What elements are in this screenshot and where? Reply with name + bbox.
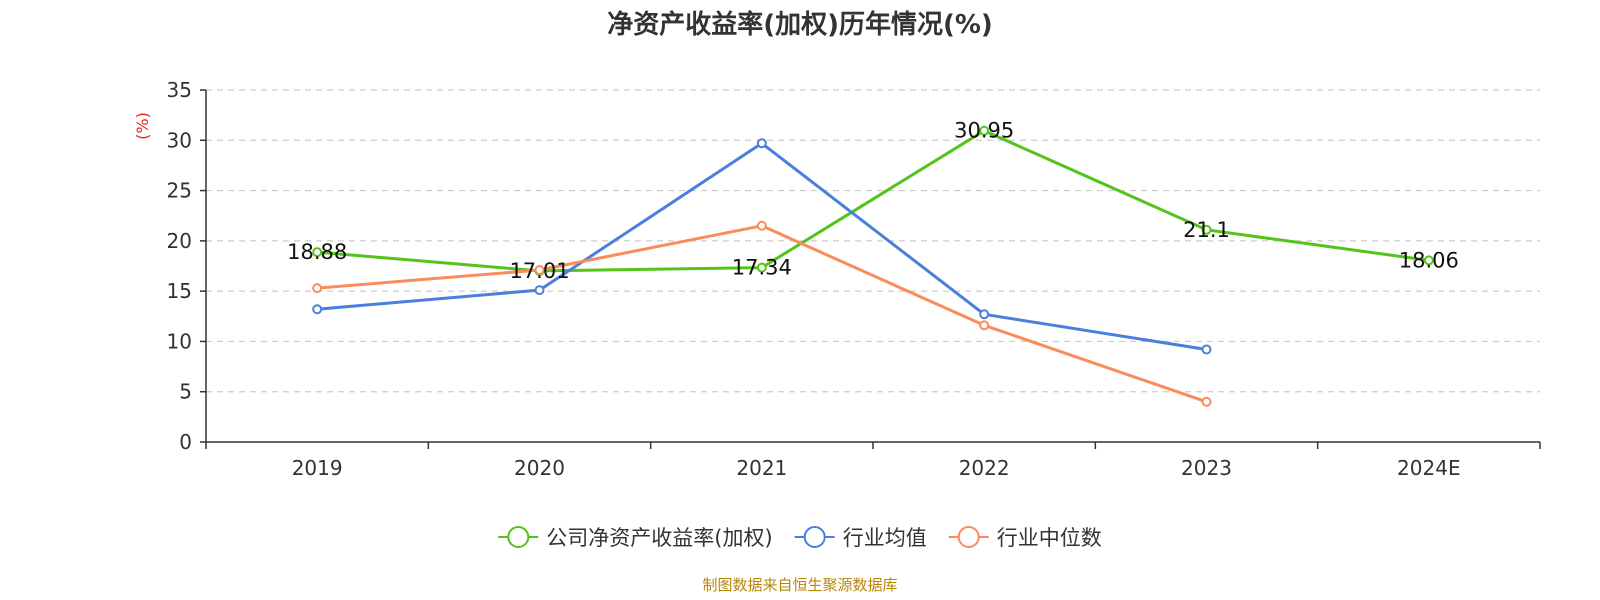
data-point[interactable] xyxy=(979,320,990,331)
x-tick-label: 2021 xyxy=(736,456,787,480)
series-line xyxy=(317,224,1207,404)
x-tick-label: 2023 xyxy=(1181,456,1232,480)
x-tick-label: 2022 xyxy=(959,456,1010,480)
source-note: 制图数据来自恒生聚源数据库 xyxy=(702,576,897,594)
legend-marker-icon xyxy=(957,526,980,548)
legend-marker-icon xyxy=(803,526,826,548)
y-tick-label: 10 xyxy=(167,329,192,353)
data-point[interactable] xyxy=(979,125,990,136)
legend-label: 行业均值 xyxy=(843,526,927,550)
data-point[interactable] xyxy=(312,247,323,258)
data-label: 18.06 xyxy=(1399,248,1459,272)
series-2 xyxy=(312,220,1212,407)
data-label-layer: 18.88 17.01 17.34 30.95 21.1 18.06 xyxy=(287,119,1459,283)
y-tick-label: 25 xyxy=(167,179,192,203)
legend: 公司净资产收益率(加权) 行业均值 行业中位数 xyxy=(498,526,1102,550)
axis-layer: 0 5 10 15 20 25 30 35 2019 2020 2021 2022 2023 2024E xyxy=(167,78,1541,480)
data-point[interactable] xyxy=(756,138,767,149)
x-tick-label: 2020 xyxy=(514,456,565,480)
legend-item[interactable]: 行业均值 xyxy=(794,526,927,550)
data-point[interactable] xyxy=(534,265,545,276)
data-point[interactable] xyxy=(1201,396,1212,407)
data-point[interactable] xyxy=(756,262,767,273)
y-tick-label: 30 xyxy=(167,128,192,152)
legend-item[interactable]: 公司净资产收益率(加权) xyxy=(498,526,773,550)
data-point[interactable] xyxy=(534,285,545,296)
data-label: 18.88 xyxy=(287,240,347,264)
y-tick-label: 35 xyxy=(167,78,192,102)
data-point[interactable] xyxy=(1201,344,1212,355)
data-label: 17.34 xyxy=(732,256,792,280)
chart-title: 净资产收益率(加权)历年情况(%) xyxy=(607,9,993,40)
y-tick-label: 5 xyxy=(179,380,192,404)
data-point[interactable] xyxy=(979,309,990,320)
data-point[interactable] xyxy=(756,220,767,231)
grid-layer xyxy=(206,89,1540,393)
legend-marker-icon xyxy=(507,526,530,548)
legend-label: 行业中位数 xyxy=(997,526,1102,550)
data-point[interactable] xyxy=(1423,255,1434,266)
y-tick-label: 0 xyxy=(179,430,192,454)
data-point[interactable] xyxy=(1201,224,1212,235)
series-line xyxy=(317,141,1207,351)
x-tick-label: 2024E xyxy=(1397,456,1461,480)
series-0 xyxy=(312,125,1434,276)
x-tick-label: 2019 xyxy=(292,456,343,480)
series-line xyxy=(317,129,1430,273)
legend-items: 公司净资产收益率(加权) 行业均值 行业中位数 xyxy=(498,526,1102,550)
data-label: 30.95 xyxy=(954,119,1014,143)
legend-item[interactable]: 行业中位数 xyxy=(948,526,1102,550)
y-tick-label: 15 xyxy=(167,279,192,303)
y-axis-label: (%) xyxy=(133,112,152,140)
series-1 xyxy=(312,138,1212,355)
data-point[interactable] xyxy=(312,283,323,294)
series-layer xyxy=(312,125,1434,407)
data-label: 21.1 xyxy=(1183,218,1230,242)
y-tick-label: 20 xyxy=(167,229,192,253)
data-label: 17.01 xyxy=(509,259,569,283)
legend-label: 公司净资产收益率(加权) xyxy=(546,526,772,550)
data-point[interactable] xyxy=(312,304,323,315)
